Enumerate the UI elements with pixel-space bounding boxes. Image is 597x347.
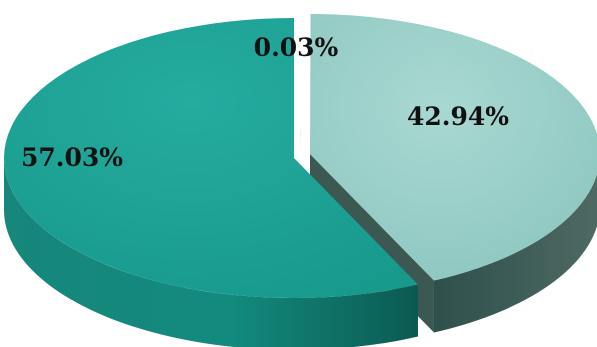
slice-label-2: 57.03%: [21, 143, 123, 172]
slice-gap: [298, 0, 314, 130]
slice-label-0: 0.03%: [254, 33, 339, 62]
pie-slice-side-1: [433, 174, 597, 333]
pie-slice-2: [3, 18, 418, 347]
pie-slice-side-2: [4, 158, 418, 347]
pie-slice-top-2: [3, 18, 418, 298]
pie-slice-top-1: [310, 14, 597, 281]
slice-label-1: 42.94%: [407, 102, 509, 131]
